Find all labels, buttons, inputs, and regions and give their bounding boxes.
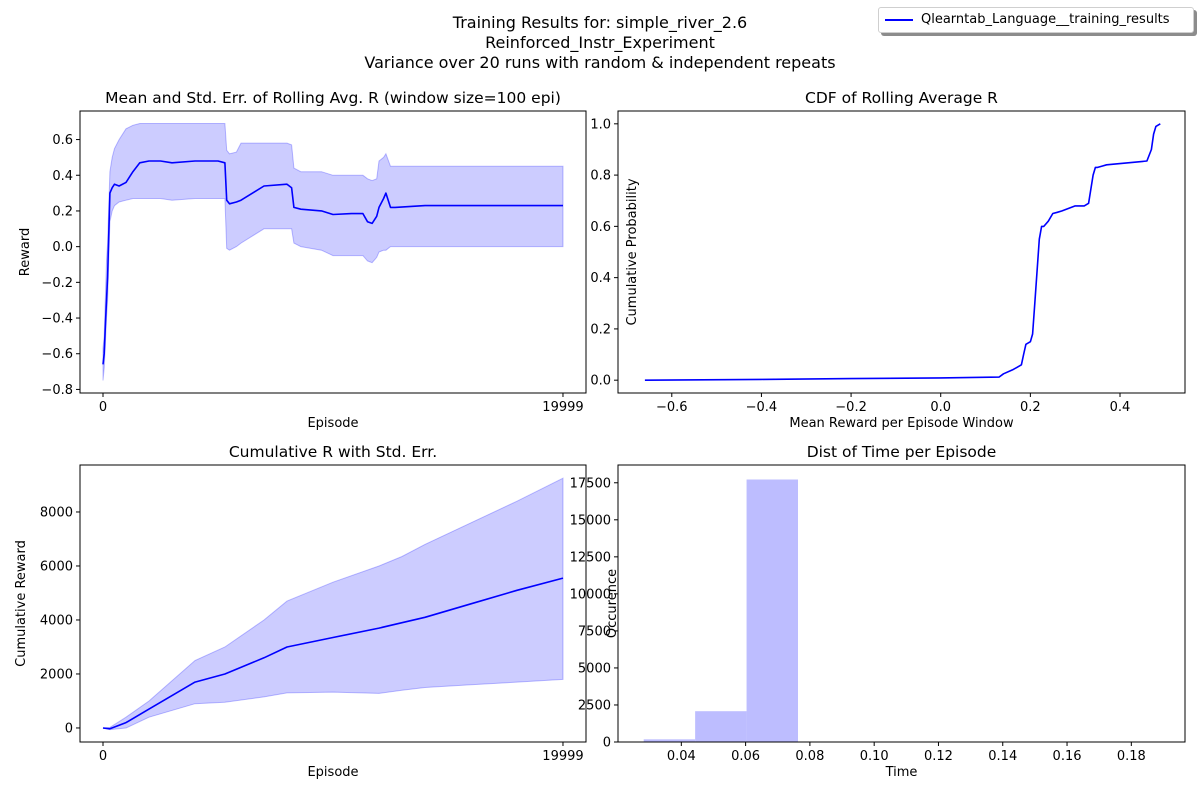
chart-title: Dist of Time per Episode bbox=[807, 443, 997, 461]
y-tick-label: 17500 bbox=[570, 476, 611, 491]
x-tick-label: −0.2 bbox=[835, 400, 867, 415]
suptitle-line-3: Variance over 20 runs with random & inde… bbox=[364, 53, 836, 72]
x-axis-label: Time bbox=[885, 765, 918, 780]
y-axis-label: Occurence bbox=[605, 569, 620, 638]
x-tick-label: 0 bbox=[99, 749, 107, 764]
x-tick-label: 0.4 bbox=[1110, 400, 1131, 415]
x-tick-label: 0 bbox=[99, 400, 107, 415]
x-tick-label: 0.0 bbox=[930, 400, 951, 415]
series-line-1 bbox=[102, 160, 563, 365]
y-tick-label: 0.2 bbox=[590, 322, 611, 337]
chart-title: Mean and Std. Err. of Rolling Avg. R (wi… bbox=[105, 89, 561, 107]
y-tick-label: 4000 bbox=[40, 613, 73, 628]
y-axis-label: Reward bbox=[18, 228, 33, 276]
axes-frame bbox=[617, 110, 1186, 394]
x-tick-label: 0.08 bbox=[795, 749, 824, 764]
y-tick-label: 0 bbox=[603, 736, 611, 751]
std-err-band bbox=[102, 123, 564, 381]
x-tick-label: 19999 bbox=[542, 749, 583, 764]
x-tick-label: 0.18 bbox=[1117, 749, 1146, 764]
chart-title: CDF of Rolling Average R bbox=[805, 89, 998, 107]
suptitle-line-1: Training Results for: simple_river_2.6 bbox=[452, 13, 748, 32]
y-tick-label: 2000 bbox=[40, 667, 73, 682]
x-tick-label: 0.2 bbox=[1020, 400, 1041, 415]
axes-frame bbox=[79, 110, 587, 394]
histogram-bar bbox=[746, 479, 798, 742]
series-line-1 bbox=[102, 577, 564, 730]
y-tick-label: 1.0 bbox=[590, 117, 611, 132]
y-tick-label: 8000 bbox=[40, 505, 73, 520]
chart-panel-1: 0 19999 −0.8 −0.6 −0.4 −0.2 0.0 0.2 0.4 0.6 Mean a… bbox=[18, 89, 587, 431]
y-tick-label: 0.2 bbox=[52, 204, 73, 219]
y-tick-label: 0.0 bbox=[590, 374, 611, 389]
axes-frame bbox=[79, 464, 587, 743]
y-tick-label: 0 bbox=[65, 721, 73, 736]
figure-suptitle: Training Results for: simple_river_2.6 R… bbox=[0, 13, 1200, 73]
legend-label: Qlearntab_Language__training_results bbox=[921, 12, 1170, 27]
y-tick-label: 0.4 bbox=[590, 271, 611, 286]
x-tick-label: 0.06 bbox=[731, 749, 760, 764]
x-tick-label: 0.04 bbox=[667, 749, 696, 764]
chart-panel-4: 0.04 0.06 0.08 0.10 0.12 0.14 0.16 0.18 0 2500 500… bbox=[570, 443, 1186, 780]
y-tick-label: −0.4 bbox=[41, 312, 73, 327]
series-line-1 bbox=[644, 123, 1161, 381]
y-tick-label: 0.6 bbox=[52, 133, 73, 148]
y-tick-label: 7500 bbox=[578, 624, 611, 639]
chart-panel-2: −0.6 −0.4 −0.2 0.0 0.2 0.4 0.0 0.2 0.4 0.6 0.8 1.0 C… bbox=[590, 89, 1186, 431]
std-err-band bbox=[102, 477, 564, 731]
y-tick-label: 6000 bbox=[40, 559, 73, 574]
plot-data-group bbox=[102, 477, 564, 731]
plot-data-group bbox=[644, 123, 1161, 381]
y-tick-label: 0.4 bbox=[52, 169, 73, 184]
x-axis-label: Mean Reward per Episode Window bbox=[789, 416, 1014, 431]
x-tick-label: 0.12 bbox=[924, 749, 953, 764]
x-tick-label: −0.4 bbox=[746, 400, 778, 415]
x-tick-label: 0.16 bbox=[1053, 749, 1082, 764]
y-tick-label: −0.8 bbox=[41, 383, 73, 398]
y-tick-label: 5000 bbox=[578, 661, 611, 676]
x-axis-label: Episode bbox=[307, 416, 358, 431]
chart-panel-3: 0 19999 0 2000 4000 6000 8000 Cumulative R with… bbox=[14, 443, 587, 780]
suptitle-line-2: Reinforced_Instr_Experiment bbox=[485, 33, 715, 52]
chart-title: Cumulative R with Std. Err. bbox=[229, 443, 437, 461]
y-axis-label: Cumulative Probability bbox=[625, 178, 640, 325]
y-tick-label: 0.0 bbox=[52, 240, 73, 255]
x-tick-label: 0.14 bbox=[988, 749, 1017, 764]
y-tick-label: −0.6 bbox=[41, 347, 73, 362]
x-tick-label: 0.10 bbox=[860, 749, 889, 764]
x-axis-label: Episode bbox=[307, 765, 358, 780]
y-tick-label: 2500 bbox=[578, 698, 611, 713]
legend-line-swatch bbox=[885, 19, 913, 21]
y-tick-label: 10000 bbox=[570, 587, 611, 602]
axes-frame bbox=[617, 464, 1186, 743]
y-tick-label: 12500 bbox=[570, 550, 611, 565]
y-tick-label: 0.8 bbox=[590, 169, 611, 184]
figure-legend: Qlearntab_Language__training_results bbox=[878, 7, 1194, 33]
x-tick-label: 19999 bbox=[542, 400, 583, 415]
plot-data-group bbox=[643, 479, 1158, 742]
x-tick-label: −0.6 bbox=[656, 400, 688, 415]
y-tick-label: 15000 bbox=[570, 513, 611, 528]
y-axis-label: Cumulative Reward bbox=[14, 540, 29, 667]
y-tick-label: −0.2 bbox=[41, 276, 73, 291]
histogram-bar bbox=[695, 711, 747, 742]
y-tick-label: 0.6 bbox=[590, 220, 611, 235]
plot-data-group bbox=[102, 123, 564, 381]
histogram-bar bbox=[643, 739, 696, 742]
